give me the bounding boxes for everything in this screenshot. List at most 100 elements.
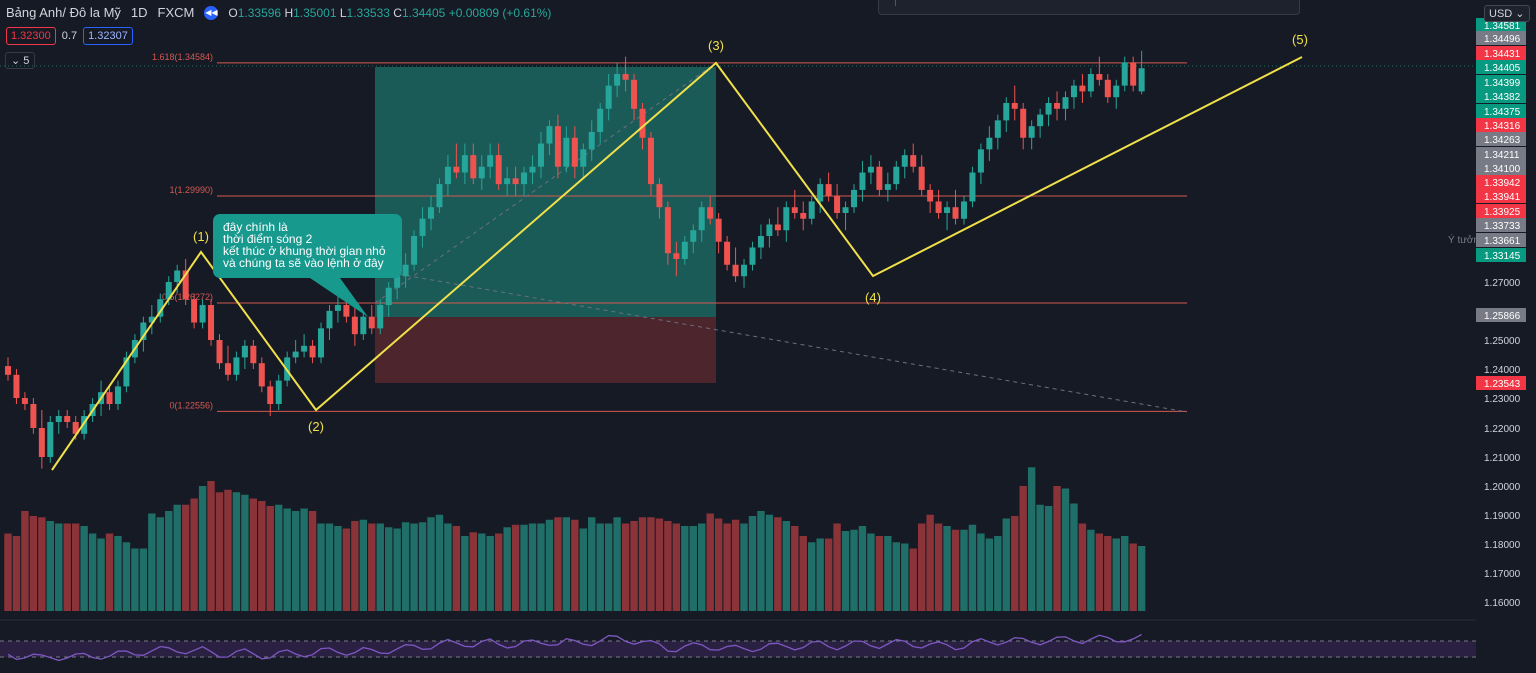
candle (1130, 56, 1137, 92)
indicator-toggle[interactable]: ⌄ 5 (5, 52, 36, 69)
volume-bar (1044, 506, 1053, 611)
price-label: 1.33941 (1484, 192, 1521, 203)
volume-bar (1053, 486, 1061, 611)
candle (918, 155, 925, 196)
candle (191, 293, 198, 329)
candle-body (639, 108, 646, 138)
candle-body (622, 74, 629, 80)
candle (1003, 97, 1010, 132)
interval[interactable]: 1D (130, 5, 148, 20)
volume-bar (418, 522, 427, 611)
volume-bar (1095, 533, 1104, 611)
price-label: 1.22000 (1484, 424, 1521, 435)
candle-body (664, 207, 671, 254)
volume-bar (232, 492, 241, 611)
candle-body (1113, 85, 1120, 98)
candle (368, 305, 375, 335)
candle-body (825, 184, 832, 196)
volume-bar (29, 516, 38, 611)
candle (267, 380, 274, 416)
candle (994, 114, 1001, 150)
candle-body (64, 416, 71, 422)
annotation-callout[interactable]: đây chính là thời điểm sóng 2 kết thúc ở… (213, 214, 402, 278)
chart-header: Bảng Anh/ Đô la Mỹ 1D FXCM ◀◀ O1.33596 H… (6, 5, 551, 20)
buy-button[interactable]: 1.32307 (83, 27, 133, 45)
candle-body (774, 224, 781, 231)
wave-line (51, 56, 1303, 471)
price-label: 1.23543 (1484, 379, 1521, 390)
candle-body (38, 428, 45, 457)
fib-label: 0(1.22556) (169, 400, 213, 410)
candle-body (656, 184, 663, 208)
candle-body (72, 422, 79, 434)
volume-bar (351, 521, 359, 611)
volume-bar (841, 531, 850, 611)
candle (741, 258, 748, 288)
volume-bar (816, 538, 824, 611)
sell-button[interactable]: 1.32300 (6, 27, 56, 45)
price-label: 1.16000 (1484, 598, 1521, 609)
symbol-name[interactable]: Bảng Anh/ Đô la Mỹ (6, 5, 121, 20)
volume-bar (968, 524, 977, 611)
price-label-bg (1476, 189, 1526, 203)
candle-body (732, 264, 739, 277)
volume-bar (401, 522, 410, 611)
volume-bar (664, 521, 672, 611)
candle-body (1070, 85, 1077, 98)
candle-body (783, 207, 790, 231)
volume-bar (960, 529, 968, 611)
volume-bar (1112, 538, 1120, 611)
candle-body (461, 155, 468, 173)
volume-bar (38, 517, 46, 611)
candle-body (470, 155, 477, 179)
currency-select[interactable]: USD ⌄ (1484, 5, 1530, 22)
drawing-toolbar[interactable] (878, 0, 1300, 15)
price-label: 1.33733 (1484, 221, 1521, 232)
volume-bar (850, 529, 858, 611)
candle-body (1104, 79, 1111, 98)
candle-body (1087, 74, 1094, 92)
volume-bar (503, 527, 511, 611)
volume-bar (977, 533, 985, 611)
volume-bar (1027, 467, 1036, 611)
exchange: FXCM (157, 5, 195, 20)
annotation-line: và chúng ta sẽ vào lệnh ở đây (223, 256, 384, 270)
volume-bar (114, 536, 122, 611)
volume-bar (731, 519, 740, 611)
candle (960, 195, 967, 225)
projection-line (374, 269, 1188, 413)
candle-body (1138, 68, 1145, 92)
candle-body (521, 172, 528, 185)
candle-body (199, 305, 206, 323)
candle (554, 114, 561, 179)
spread-value: 0.7 (61, 30, 78, 42)
candle (884, 172, 891, 202)
volume-bar (393, 528, 401, 611)
volume-bar (706, 513, 714, 611)
volume-bar (1137, 546, 1146, 611)
candle (774, 207, 781, 236)
candle-body (673, 253, 680, 259)
volume-bar (97, 538, 105, 611)
candle (495, 143, 502, 190)
candle (1045, 97, 1052, 127)
volume-bar (647, 517, 655, 611)
candle (385, 282, 392, 317)
candle (757, 224, 764, 259)
candle (478, 155, 485, 190)
candle (944, 201, 951, 231)
candle (783, 201, 790, 242)
candle-body (360, 316, 367, 335)
annotation-line: kết thúc ở khung thời gian nhỏ (223, 244, 386, 258)
volume-bar (444, 523, 452, 611)
volume-bar (765, 514, 774, 611)
replay-icon[interactable]: ◀◀ (204, 5, 219, 20)
candle-body (529, 166, 536, 173)
candle (21, 392, 28, 410)
candle-body (309, 345, 316, 358)
candle-body (1079, 85, 1086, 92)
candle-body (969, 172, 976, 202)
volume-bar (875, 536, 884, 611)
volume-bar (537, 523, 545, 611)
